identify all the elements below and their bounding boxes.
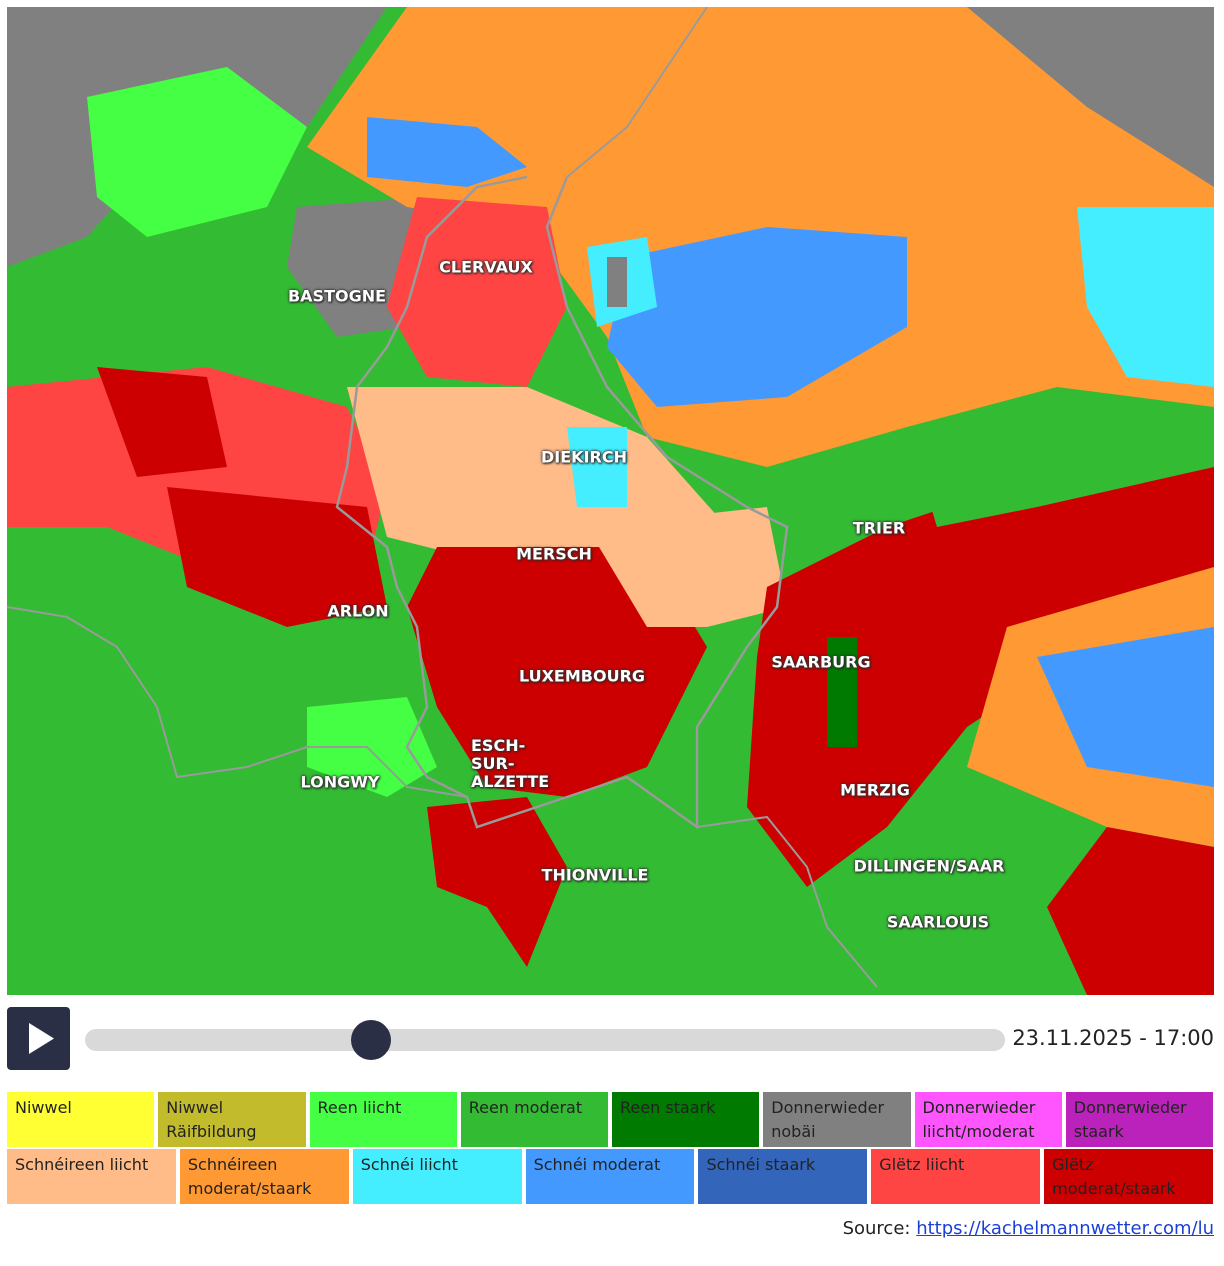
legend-item: Reen liicht [309, 1092, 457, 1147]
legend-item: Glëtz moderat/staark [1044, 1149, 1214, 1204]
legend-item: Schnéireen moderat/staark [179, 1149, 349, 1204]
place-label: MERZIG [840, 780, 910, 800]
place-label: LONGWY [300, 772, 380, 792]
legend-item: Reen moderat [460, 1092, 608, 1147]
place-label: MERSCH [516, 544, 592, 564]
source-label: Source: [842, 1218, 911, 1239]
legend-item: Donnerwieder liicht/moderat [914, 1092, 1062, 1147]
legend-item: Donnerwieder staark [1065, 1092, 1213, 1147]
place-label: SAARLOUIS [886, 912, 990, 932]
place-label: CLERVAUX [439, 257, 533, 277]
place-label: THIONVILLE [541, 865, 649, 885]
legend-item: Donnerwieder nobäi [763, 1092, 911, 1147]
play-icon [29, 1023, 54, 1054]
legend-item: Schnéi staark [698, 1149, 868, 1204]
place-label: DIEKIRCH [541, 447, 627, 467]
play-button[interactable] [7, 1007, 70, 1070]
place-label: LUXEMBOURG [518, 666, 646, 686]
source-link[interactable]: https://kachelmannwetter.com/lu [916, 1218, 1214, 1239]
slider-handle[interactable] [351, 1020, 391, 1060]
place-label: DILLINGEN/SAAR [853, 856, 1005, 876]
place-label: TRIER [852, 518, 906, 538]
legend-item: Schnéi liicht [352, 1149, 522, 1204]
legend-row: Niwwel Niwwel Räifbildung Reen liicht Reen … [7, 1092, 1213, 1147]
place-label: ARLON [327, 601, 389, 621]
legend-item: Reen staark [612, 1092, 760, 1147]
legend-item: Niwwel [7, 1092, 155, 1147]
radar-map: BASTOGNE CLERVAUX DIEKIRCH TRIER MERSCH ARLON… [7, 7, 1214, 995]
legend-item: Glëtz liicht [871, 1149, 1041, 1204]
source: Source: https://kachelmannwetter.com/lu [843, 1218, 1214, 1239]
place-label: BASTOGNE [287, 286, 387, 306]
place-label: SAARBURG [771, 652, 871, 672]
legend-item: Schnéi moderat [525, 1149, 695, 1204]
legend-item: Niwwel Räifbildung [158, 1092, 306, 1147]
legend-row: Schnéireen liicht Schnéireen moderat/staa… [7, 1149, 1214, 1204]
legend-item: Schnéireen liicht [7, 1149, 176, 1204]
radar-image [7, 7, 1214, 995]
place-label: ESCH-SUR-ALZETTE [471, 736, 550, 791]
timestamp: 23.11.2025 - 17:00 [1012, 1026, 1214, 1050]
time-slider[interactable] [85, 1029, 1005, 1051]
